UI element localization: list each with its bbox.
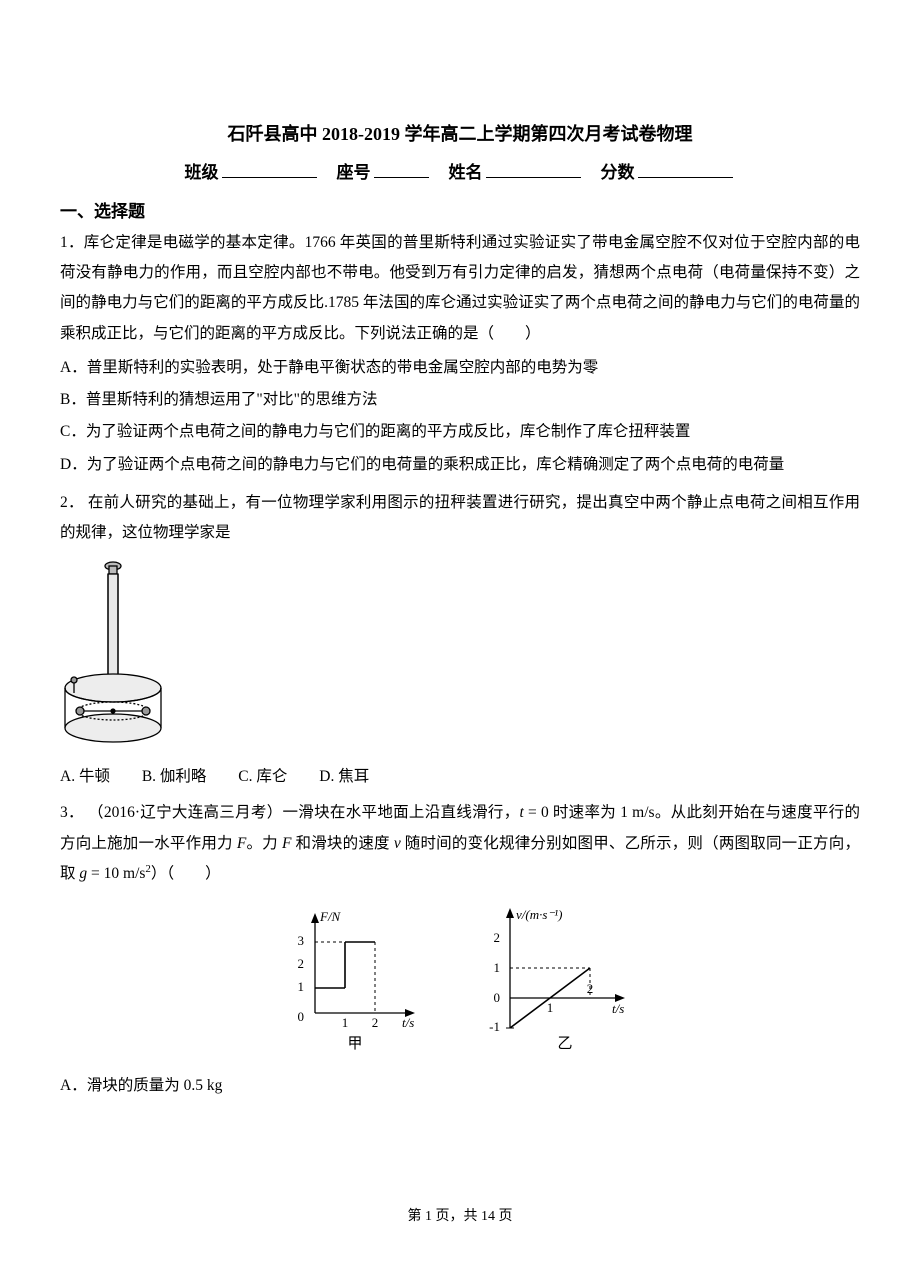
svg-text:-1: -1 [489, 1019, 500, 1034]
svg-text:2: 2 [298, 956, 305, 971]
svg-text:1: 1 [342, 1015, 349, 1030]
q1-option-d: D．为了验证两个点电荷之间的静电力与它们的电荷量的乘积成正比，库仑精确测定了两个… [60, 450, 860, 480]
q3-text-4: 和滑块的速度 [291, 835, 393, 852]
svg-text:1: 1 [547, 1000, 554, 1015]
class-blank[interactable] [222, 160, 317, 178]
q1-option-c: C．为了验证两个点电荷之间的静电力与它们的距离的平方成反比，库仑制作了库仑扭秤装… [60, 417, 860, 447]
q3-text-6: = 10 m/s [87, 865, 145, 882]
svg-text:乙: 乙 [557, 1036, 572, 1052]
q2-options: A. 牛顿 B. 伽利略 C. 库仑 D. 焦耳 [60, 762, 860, 792]
svg-text:甲: 甲 [347, 1036, 362, 1052]
q2-stem: 2． 在前人研究的基础上，有一位物理学家利用图示的扭秤装置进行研究，提出真空中两… [60, 488, 860, 548]
chart-f-vs-t: 3 2 1 0 1 2 F/N t/s 甲 [280, 903, 430, 1053]
exam-title: 石阡县高中 2018-2019 学年高二上学期第四次月考试卷物理 [60, 120, 860, 146]
q2-option-a: A. 牛顿 [60, 768, 110, 785]
svg-text:3: 3 [298, 933, 305, 948]
q3-stem: 3． （2016·辽宁大连高三月考）一滑块在水平地面上沿直线滑行，t = 0 时… [60, 798, 860, 889]
q2-option-c: C. 库仑 [238, 768, 287, 785]
q3-text-3: 。力 [246, 835, 282, 852]
q1-option-a: A．普里斯特利的实验表明，处于静电平衡状态的带电金属空腔内部的电势为零 [60, 353, 860, 383]
svg-text:0: 0 [494, 990, 501, 1005]
svg-text:1: 1 [298, 979, 305, 994]
q3-text-1: 3． （2016·辽宁大连高三月考）一滑块在水平地面上沿直线滑行， [60, 804, 520, 821]
section-heading: 一、选择题 [60, 197, 860, 222]
info-line: 班级 座号 姓名 分数 [60, 158, 860, 183]
svg-text:2: 2 [372, 1015, 379, 1030]
q1-stem: 1．库仑定律是电磁学的基本定律。1766 年英国的普里斯特利通过实验证实了带电金… [60, 228, 860, 349]
name-label: 姓名 [449, 163, 483, 182]
name-blank[interactable] [486, 160, 581, 178]
page-footer: 第 1 页，共 14 页 [60, 1205, 860, 1225]
chart-v-vs-t: 2 1 0 -1 1 2 v/(m·s⁻¹) t/s 乙 [470, 903, 640, 1053]
charts-row: 3 2 1 0 1 2 F/N t/s 甲 [60, 903, 860, 1053]
svg-text:F/N: F/N [319, 909, 342, 924]
torsion-balance-figure [60, 556, 860, 756]
q2-option-b: B. 伽利略 [142, 768, 207, 785]
class-label: 班级 [185, 163, 219, 182]
q3-option-a: A．滑块的质量为 0.5 kg [60, 1071, 860, 1101]
svg-text:t/s: t/s [402, 1015, 414, 1030]
score-label: 分数 [601, 163, 635, 182]
q2-option-d: D. 焦耳 [319, 768, 369, 785]
seat-label: 座号 [337, 163, 371, 182]
svg-text:t/s: t/s [612, 1001, 624, 1016]
seat-blank[interactable] [374, 160, 429, 178]
q3-text-7: ）（ ） [151, 865, 221, 882]
svg-text:2: 2 [494, 930, 501, 945]
svg-text:v/(m·s⁻¹): v/(m·s⁻¹) [516, 907, 563, 922]
score-blank[interactable] [638, 160, 733, 178]
q1-option-b: B．普里斯特利的猜想运用了"对比"的思维方法 [60, 385, 860, 415]
svg-text:1: 1 [494, 960, 501, 975]
svg-text:0: 0 [298, 1009, 305, 1024]
